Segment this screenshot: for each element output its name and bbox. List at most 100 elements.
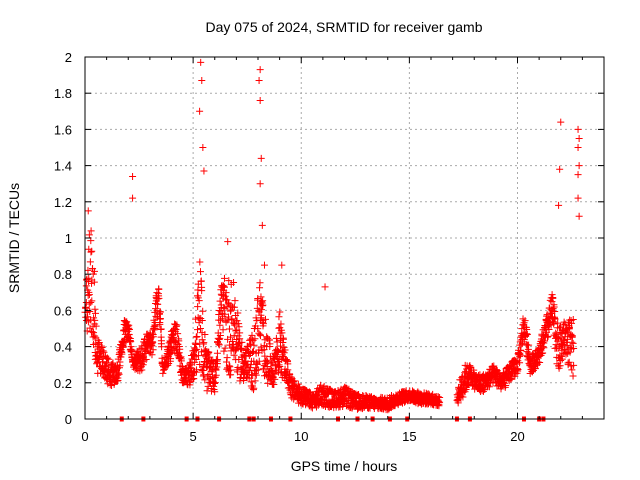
data-point bbox=[203, 354, 211, 362]
data-point bbox=[125, 331, 133, 339]
data-point bbox=[568, 366, 576, 374]
data-point bbox=[295, 383, 303, 391]
data-point bbox=[506, 374, 514, 382]
data-point bbox=[149, 338, 157, 346]
data-point bbox=[201, 376, 209, 384]
data-point bbox=[275, 361, 283, 369]
data-point bbox=[153, 289, 161, 297]
data-point bbox=[193, 332, 201, 340]
data-point bbox=[459, 393, 467, 401]
data-point bbox=[195, 297, 203, 305]
data-point bbox=[166, 357, 174, 365]
y-tick-label: 0 bbox=[65, 412, 72, 427]
data-point bbox=[194, 303, 202, 311]
data-point bbox=[190, 351, 198, 359]
data-point bbox=[91, 309, 99, 317]
data-point bbox=[545, 326, 553, 334]
y-tick-label: 0.6 bbox=[54, 303, 72, 318]
data-point bbox=[159, 369, 167, 377]
data-point bbox=[167, 348, 175, 356]
data-point bbox=[287, 373, 295, 381]
data-point bbox=[528, 368, 536, 376]
data-point bbox=[91, 305, 99, 313]
y-tick-label: 1.4 bbox=[54, 159, 72, 174]
data-point bbox=[196, 268, 204, 276]
data-point bbox=[120, 340, 128, 348]
data-point bbox=[569, 339, 577, 347]
data-point bbox=[214, 356, 222, 364]
data-point bbox=[236, 329, 244, 337]
x-tick-label: 10 bbox=[294, 429, 308, 444]
data-point bbox=[105, 355, 113, 363]
data-point bbox=[276, 363, 284, 371]
data-point bbox=[248, 348, 256, 356]
data-point bbox=[88, 328, 96, 336]
data-point bbox=[568, 332, 576, 340]
data-point bbox=[156, 308, 164, 316]
data-point bbox=[114, 374, 122, 382]
data-point bbox=[86, 258, 94, 266]
data-point bbox=[193, 345, 201, 353]
data-point bbox=[281, 346, 289, 354]
data-point bbox=[230, 351, 238, 359]
x-tick-labels: 0 5 10 15 20 bbox=[81, 429, 524, 444]
y-tick-label: 2 bbox=[65, 50, 72, 65]
data-point bbox=[234, 332, 242, 340]
data-point bbox=[321, 283, 329, 291]
data-point bbox=[569, 316, 577, 324]
data-point bbox=[129, 172, 137, 180]
data-point bbox=[192, 333, 200, 341]
data-point bbox=[228, 315, 236, 323]
data-point bbox=[248, 331, 256, 339]
data-point bbox=[215, 311, 223, 319]
data-point bbox=[227, 333, 235, 341]
data-point bbox=[124, 325, 132, 333]
data-point bbox=[251, 335, 259, 343]
data-point bbox=[116, 362, 124, 370]
data-point bbox=[570, 345, 578, 353]
data-point bbox=[197, 277, 205, 285]
data-point bbox=[220, 274, 228, 282]
data-point bbox=[565, 324, 573, 332]
data-point bbox=[156, 314, 164, 322]
data-point bbox=[231, 297, 239, 305]
data-point bbox=[549, 294, 557, 302]
data-point bbox=[156, 320, 164, 328]
data-point bbox=[257, 293, 265, 301]
data-point bbox=[100, 348, 108, 356]
data-point bbox=[225, 362, 233, 370]
data-point bbox=[540, 344, 548, 352]
y-tick-label: 1.6 bbox=[54, 122, 72, 137]
data-point bbox=[261, 315, 269, 323]
data-point bbox=[238, 344, 246, 352]
data-point bbox=[175, 337, 183, 345]
data-point bbox=[224, 238, 232, 246]
data-point bbox=[155, 285, 163, 293]
data-point bbox=[257, 154, 265, 162]
data-point bbox=[84, 266, 92, 274]
data-point bbox=[284, 366, 292, 374]
data-point bbox=[251, 377, 259, 385]
data-point bbox=[270, 380, 278, 388]
data-point bbox=[266, 340, 274, 348]
data-point bbox=[212, 371, 220, 379]
data-point bbox=[523, 331, 531, 339]
data-point bbox=[114, 369, 122, 377]
data-point bbox=[155, 294, 163, 302]
data-point bbox=[256, 279, 264, 287]
data-point bbox=[518, 325, 526, 333]
data-point bbox=[201, 331, 209, 339]
data-point bbox=[118, 348, 126, 356]
data-point bbox=[520, 336, 528, 344]
data-point bbox=[225, 300, 233, 308]
data-point bbox=[548, 291, 556, 299]
data-point bbox=[225, 277, 233, 285]
data-point bbox=[177, 357, 185, 365]
data-point bbox=[260, 261, 268, 269]
data-point bbox=[234, 340, 242, 348]
data-point bbox=[98, 344, 106, 352]
data-point bbox=[551, 314, 559, 322]
axis-ticks bbox=[84, 56, 604, 420]
data-point bbox=[234, 309, 242, 317]
